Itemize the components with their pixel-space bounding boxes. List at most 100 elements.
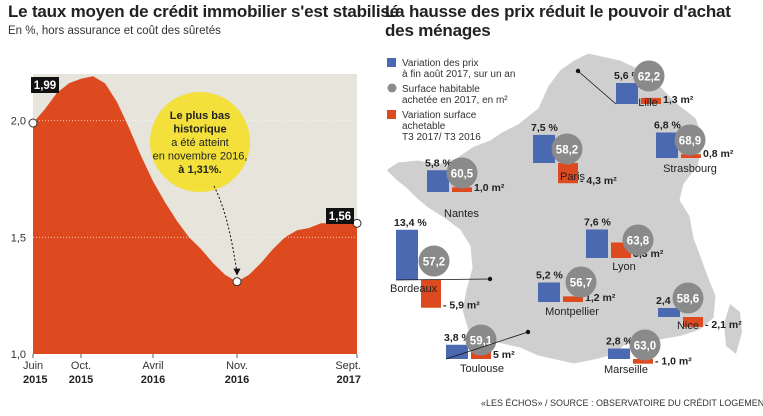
city-name: Bordeaux [390, 283, 438, 295]
surface-circle [565, 266, 597, 298]
surface-value: 58,6 [677, 294, 699, 306]
x-tick-month: Avril [142, 360, 163, 372]
y-tick-label: 1,5 [11, 232, 26, 244]
right-chart-title-line2: des ménages [385, 21, 491, 40]
source-note: «LES ÉCHOS» / SOURCE : OBSERVATOIRE DU C… [481, 398, 763, 408]
annotation-pointer [213, 185, 238, 273]
surface-variation-label: - 1,0 m² [655, 356, 692, 368]
x-tick-month: Oct. [71, 360, 91, 372]
annotation-line: a été atteint [171, 137, 229, 149]
price-bar-toulouse [446, 344, 468, 359]
legend-text: Variation surface [402, 110, 477, 121]
surface-variation-label: 1,3 m² [663, 94, 694, 106]
legend-text: à fin août 2017, sur un an [402, 69, 515, 80]
price-bar-lyon [586, 229, 608, 258]
legend-text: T3 2017/ T3 2016 [402, 132, 481, 143]
city-leader-line [577, 70, 617, 105]
surface-variation-label: 1,0 m² [474, 182, 505, 194]
surface-circle [622, 224, 654, 256]
surface-variation-bar [633, 359, 653, 364]
city-name: Paris [560, 171, 586, 183]
x-tick-month: Sept. [335, 360, 361, 372]
surface-value: 56,7 [570, 278, 592, 290]
price-bar-paris [533, 134, 555, 163]
x-tick-year: 2017 [337, 374, 361, 386]
price-bar-lille [616, 83, 638, 104]
annotation-line: à 1,31%. [178, 164, 221, 176]
surface-circle [674, 124, 706, 156]
legend-marker [387, 58, 396, 67]
surface-value: 68,9 [679, 136, 701, 148]
city-name: Marseille [604, 364, 648, 376]
surface-value: 62,2 [638, 72, 660, 84]
price-bar-strasbourg [656, 132, 678, 158]
city-name: Toulouse [460, 363, 504, 375]
start-value-label: 1,99 [34, 80, 56, 92]
surface-variation-bar [641, 97, 661, 104]
legend-marker [387, 83, 397, 93]
surface-variation-bar [452, 187, 472, 192]
left-chart-subtitle: En %, hors assurance et coût des sûretés [8, 25, 221, 37]
y-tick-label: 2,0 [11, 116, 26, 128]
annotation-arrowhead [233, 268, 241, 276]
legend-text: Variation des prix [402, 58, 479, 69]
surface-variation-label: - 5,9 m² [443, 300, 480, 312]
end-point [352, 218, 362, 228]
surface-variation-label: - 2,1 m² [705, 319, 742, 331]
start-value-box [31, 77, 59, 93]
surface-circle [629, 329, 661, 361]
annotation-bubble [150, 92, 250, 192]
city-name: Lyon [612, 261, 635, 273]
surface-value: 60,5 [451, 169, 474, 181]
surface-value: 59,1 [470, 336, 493, 348]
surface-circle [633, 60, 665, 92]
x-tick-year: 2016 [225, 374, 249, 386]
start-point [28, 118, 38, 128]
city-leader-line [395, 278, 491, 281]
surface-circle [672, 282, 704, 314]
rate-area [33, 76, 357, 355]
surface-circle [465, 324, 497, 356]
france-map [385, 52, 717, 365]
surface-variation-label: 0,8 m² [703, 148, 734, 160]
right-chart-title-line1: La hausse des prix réduit le pouvoir d'a… [385, 2, 731, 21]
surface-value: 63,8 [627, 236, 650, 248]
x-tick-month: Juin [23, 360, 43, 372]
price-label: 3,8 % [444, 332, 472, 344]
surface-variation-bar [421, 280, 441, 308]
surface-variation-label: - 4,3 m² [580, 175, 617, 187]
surface-variation-label: 5 m² [493, 349, 515, 361]
corsica-map [724, 304, 742, 354]
city-name: Strasbourg [663, 163, 717, 175]
surface-circle [446, 157, 478, 189]
city-name: Nice [677, 320, 699, 332]
rate-area-chart: 1,0 1,5 2,0 Juin 2015 Oct. 2015 Avril 2016 Nov. 20… [11, 74, 362, 386]
surface-circle [551, 133, 583, 165]
left-chart-title: Le taux moyen de crédit immobilier s'est… [8, 2, 399, 21]
surface-variation-bar [558, 163, 578, 184]
surface-variation-bar [683, 317, 703, 327]
surface-value: 63,0 [634, 341, 656, 353]
price-label: 5,8 % [425, 157, 453, 169]
price-bar-bordeaux [396, 229, 418, 280]
y-tick-label: 1,0 [11, 349, 26, 361]
legend-text: achetable [402, 121, 446, 132]
price-label: 7,6 % [584, 217, 612, 229]
surface-value: 58,2 [556, 145, 578, 157]
price-label: 6,8 % [654, 120, 682, 132]
price-bar-nice [658, 308, 680, 317]
end-value-label: 1,56 [329, 211, 351, 223]
surface-circle [418, 245, 450, 277]
annotation-line: historique [173, 124, 226, 136]
end-value-box [326, 208, 354, 224]
price-bar-marseille [608, 348, 630, 359]
legend-marker [387, 110, 396, 119]
surface-variation-bar [681, 154, 701, 158]
surface-variation-bar [563, 296, 583, 302]
city-name: Montpellier [545, 306, 599, 318]
annotation-line: Le plus bas [170, 110, 231, 122]
city-leader-line [445, 331, 529, 360]
x-tick-year: 2015 [23, 374, 47, 386]
price-label: 2,8 % [606, 336, 634, 348]
